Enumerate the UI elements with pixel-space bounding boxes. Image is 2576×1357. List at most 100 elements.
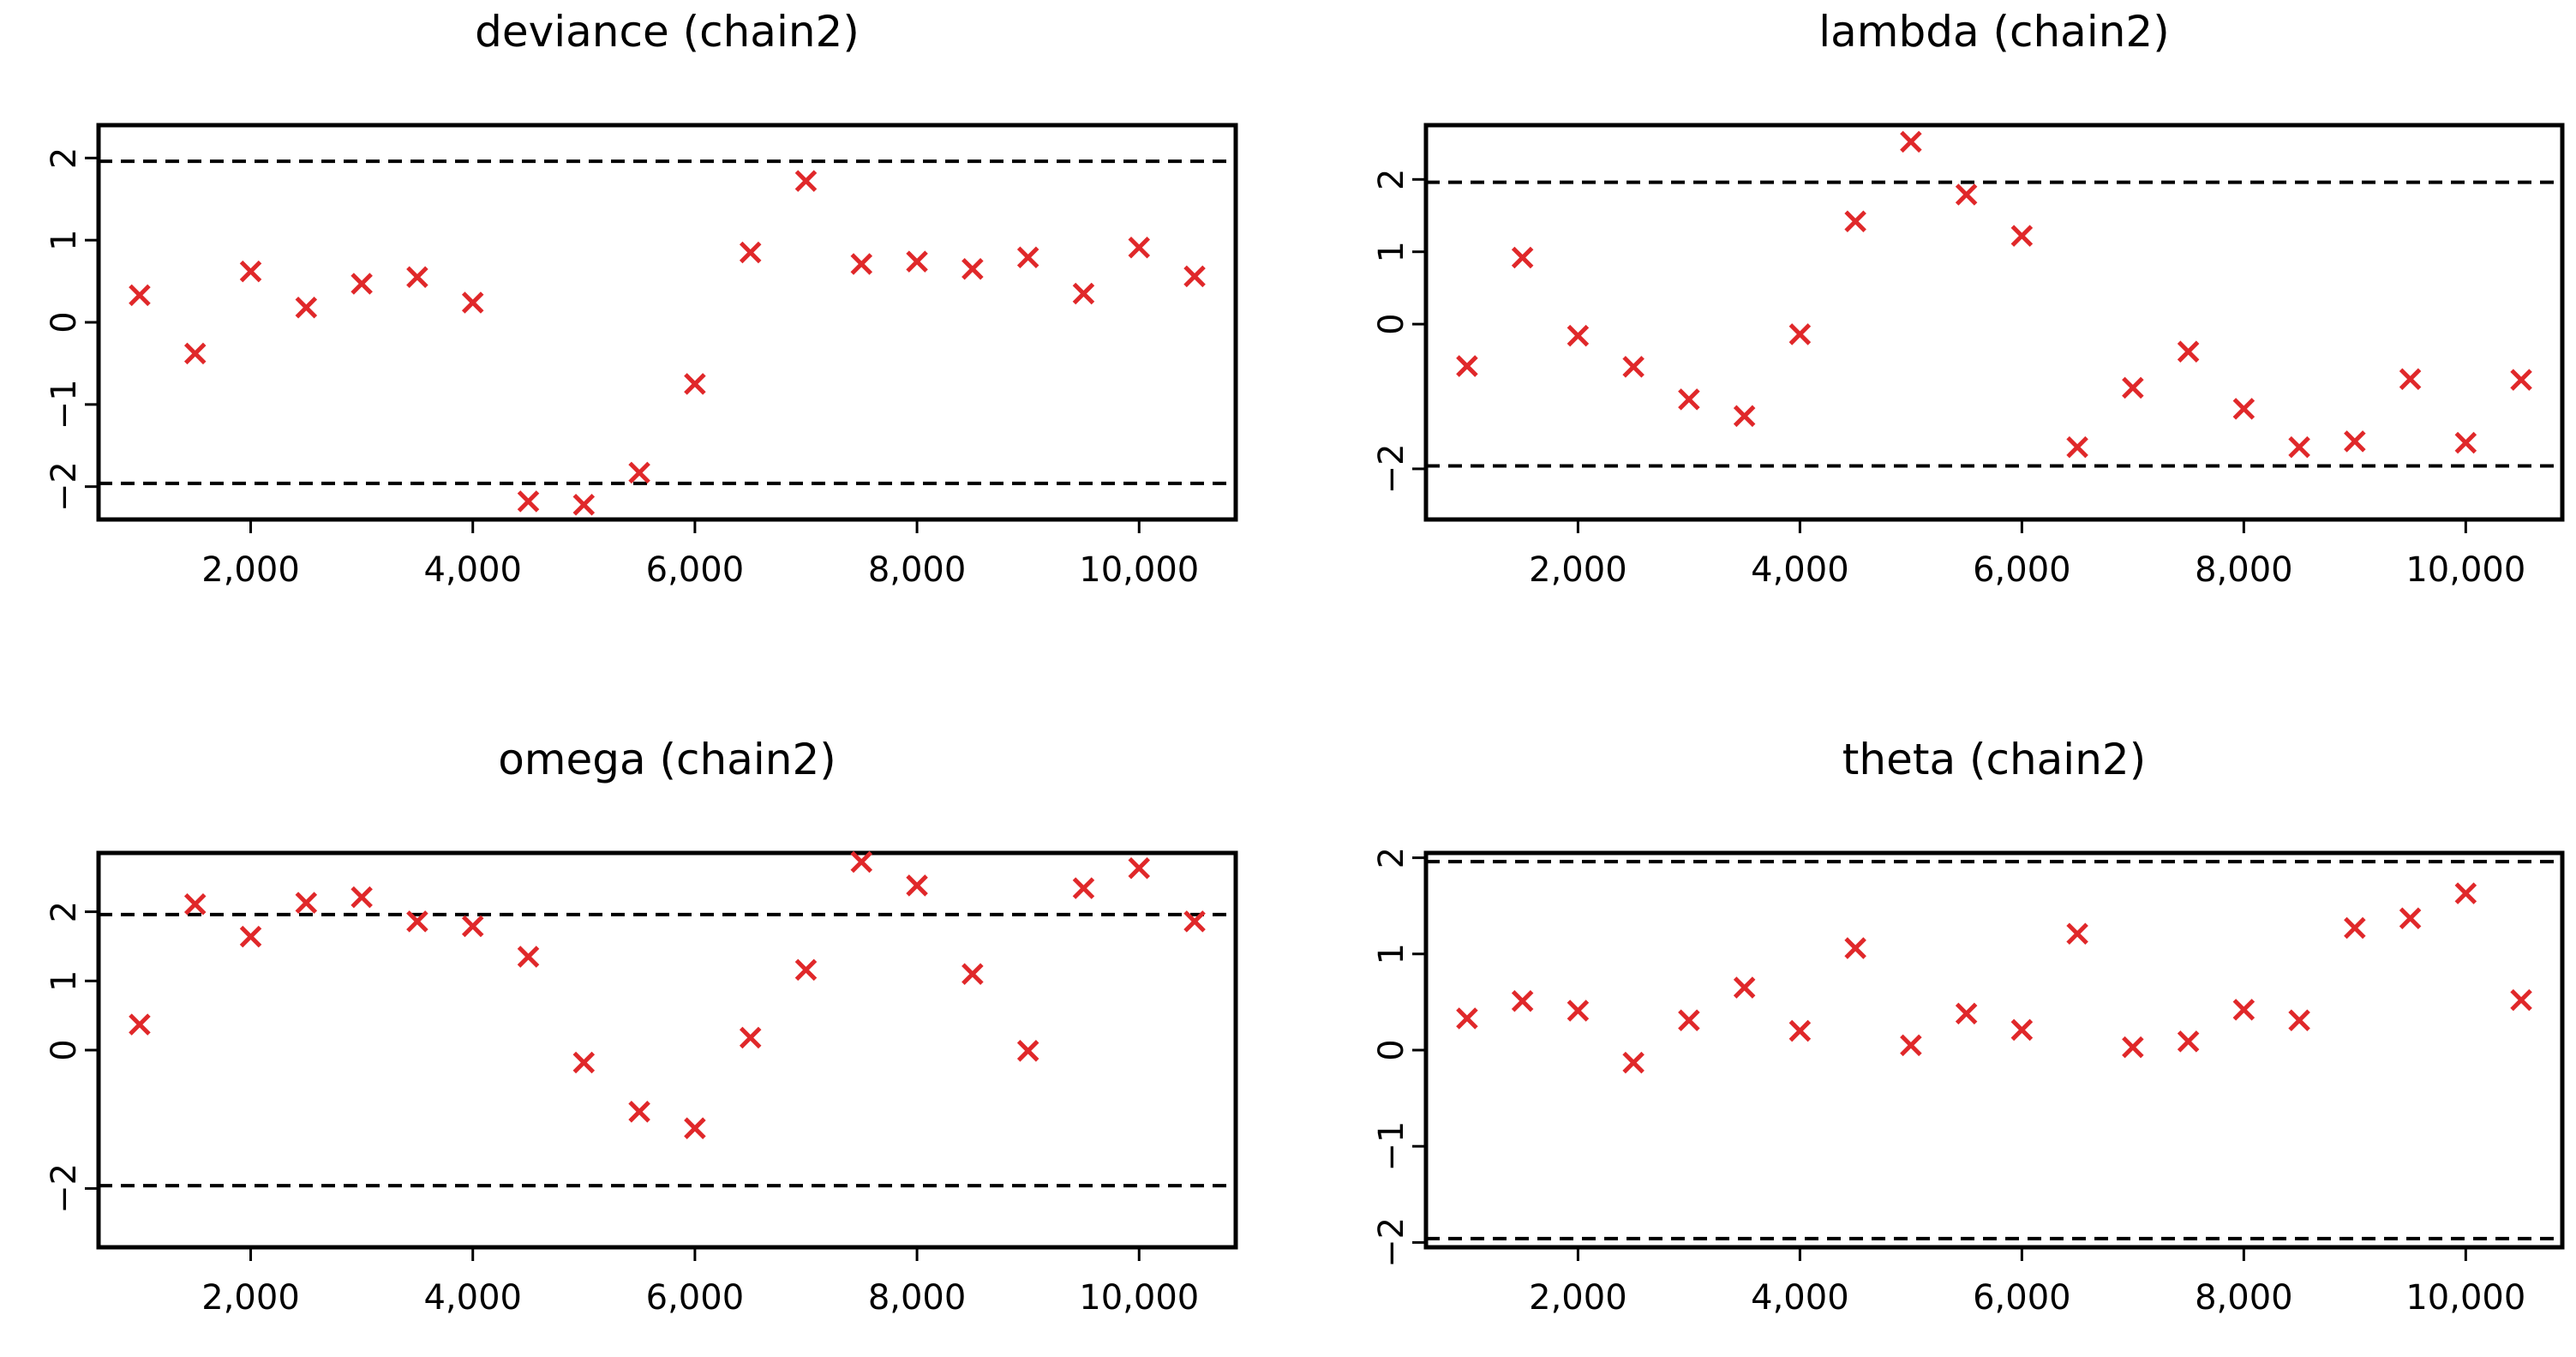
- omega-data-point: [850, 850, 873, 874]
- theta-data-point: [2177, 1030, 2200, 1053]
- theta-x-tick-label: 6,000: [1973, 1278, 2071, 1318]
- deviance-data-point: [906, 250, 928, 273]
- lambda-x-tick-label: 6,000: [1973, 550, 2071, 590]
- deviance-data-point: [850, 253, 873, 275]
- theta-data-point: [2010, 1018, 2034, 1042]
- omega-plot-frame: [96, 850, 1238, 1250]
- deviance-title: deviance (chain2): [475, 7, 860, 57]
- lambda-data-point: [2177, 340, 2200, 363]
- lambda-y-tick-label: 2: [1372, 169, 1411, 190]
- deviance-y-tick-label: −2: [45, 461, 84, 512]
- omega-data-point: [517, 946, 540, 968]
- theta-y-tick-label: −1: [1372, 1121, 1411, 1172]
- theta-data-point: [2510, 988, 2532, 1012]
- lambda-y-tick-label: 0: [1372, 313, 1411, 334]
- omega-data-point: [461, 915, 484, 938]
- deviance-data-point: [295, 296, 318, 319]
- deviance-data-point: [1128, 237, 1151, 259]
- deviance-data-point: [129, 284, 151, 307]
- lambda-data-point: [1567, 324, 1590, 347]
- deviance-y-tick-label: 0: [45, 311, 84, 333]
- deviance-y-tick-label: −1: [45, 379, 84, 429]
- theta-y-tick-label: 0: [1372, 1039, 1411, 1060]
- omega-data-point: [350, 886, 373, 909]
- deviance-data-point: [517, 490, 540, 513]
- theta-panel: theta (chain2) 2,000 4,000 6,000 8,000 10,000…: [1372, 735, 2565, 1318]
- lambda-y-tick-label: 1: [1372, 241, 1411, 262]
- deviance-y-tick-label: 1: [45, 229, 84, 250]
- omega-x-tick-label: 8,000: [868, 1278, 967, 1318]
- omega-data-point: [1183, 910, 1206, 933]
- theta-x-tick-label: 10,000: [2405, 1278, 2525, 1318]
- omega-data-point: [739, 1026, 762, 1049]
- lambda-data-point: [1955, 183, 1978, 206]
- lambda-title: lambda (chain2): [1818, 7, 2169, 57]
- deviance-x-tick-label: 8,000: [868, 550, 967, 590]
- deviance-data-point: [572, 493, 596, 516]
- theta-data-point: [2288, 1009, 2310, 1031]
- lambda-data-point: [1622, 356, 1644, 378]
- deviance-plot-frame: [96, 123, 1238, 522]
- theta-y-tick-label: 1: [1372, 943, 1411, 964]
- lambda-data-point: [2510, 369, 2532, 391]
- theta-data-point: [2066, 922, 2088, 946]
- deviance-data-point: [183, 342, 207, 365]
- lambda-data-point: [2399, 368, 2422, 391]
- theta-plot-frame: [1423, 850, 2565, 1250]
- omega-data-point: [183, 892, 207, 916]
- deviance-x-tick-label: 6,000: [646, 550, 745, 590]
- lambda-data-point: [1456, 355, 1478, 377]
- theta-data-point: [1622, 1051, 1644, 1074]
- theta-y-tick-label: 2: [1372, 847, 1411, 868]
- lambda-data-point: [2232, 398, 2255, 420]
- theta-data-point: [2399, 907, 2422, 930]
- omega-data-point: [572, 1051, 596, 1074]
- deviance-data-point: [350, 273, 373, 295]
- theta-x-tick-label: 2,000: [1529, 1278, 1627, 1318]
- omega-data-point: [906, 874, 928, 897]
- lambda-data-point: [2122, 376, 2144, 399]
- deviance-data-point: [962, 257, 984, 280]
- deviance-x-tick-label: 2,000: [201, 550, 300, 590]
- deviance-data-point: [628, 461, 650, 484]
- theta-data-point: [2122, 1036, 2144, 1059]
- omega-y-tick-label: −2: [45, 1163, 84, 1214]
- theta-data-point: [1511, 990, 1534, 1012]
- omega-y-tick-label: 2: [45, 901, 84, 922]
- theta-data-point: [1678, 1009, 1700, 1031]
- lambda-x-tick-label: 10,000: [2405, 550, 2525, 590]
- lambda-x-tick-label: 4,000: [1751, 550, 1849, 590]
- omega-data-point: [1128, 856, 1151, 880]
- omega-title: omega (chain2): [498, 735, 836, 784]
- lambda-plot-frame: [1423, 123, 2565, 522]
- theta-data-point: [2344, 916, 2366, 940]
- lambda-data-point: [2066, 435, 2088, 459]
- omega-data-point: [962, 963, 984, 985]
- deviance-y-tick-label: 2: [45, 147, 84, 169]
- lambda-x-tick-label: 8,000: [2195, 550, 2293, 590]
- omega-data-point: [239, 925, 262, 948]
- deviance-panel: deviance (chain2) 2,000 4,000 6,000 8,000 10,…: [45, 7, 1238, 590]
- omega-data-point: [794, 958, 818, 982]
- omega-data-point: [1072, 877, 1095, 899]
- lambda-y-tick-label: −2: [1372, 443, 1411, 494]
- lambda-data-point: [2454, 431, 2477, 454]
- lambda-x-tick-label: 2,000: [1529, 550, 1627, 590]
- omega-x-tick-label: 4,000: [423, 1278, 522, 1318]
- deviance-data-point: [1072, 282, 1095, 305]
- lambda-data-point: [1900, 130, 1922, 153]
- lambda-data-point: [2288, 435, 2310, 459]
- theta-x-tick-label: 8,000: [2195, 1278, 2293, 1318]
- deviance-data-point: [1016, 246, 1039, 269]
- theta-data-point: [1456, 1007, 1478, 1030]
- deviance-x-tick-label: 4,000: [423, 550, 522, 590]
- theta-x-tick-label: 4,000: [1751, 1278, 1849, 1318]
- theta-data-point: [1900, 1034, 1922, 1057]
- omega-data-point: [129, 1013, 151, 1036]
- deviance-data-point: [794, 170, 818, 192]
- omega-data-point: [406, 910, 428, 933]
- omega-data-point: [628, 1101, 650, 1123]
- deviance-data-point: [684, 373, 706, 395]
- lambda-data-point: [2344, 430, 2366, 453]
